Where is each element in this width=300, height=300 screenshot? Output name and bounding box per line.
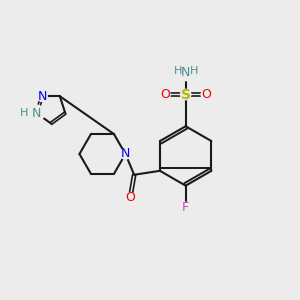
Text: H: H [20,108,28,118]
Text: O: O [125,191,135,204]
Circle shape [125,193,135,203]
Circle shape [160,89,170,100]
Circle shape [178,65,194,81]
Circle shape [29,105,44,121]
Circle shape [181,89,191,100]
Text: O: O [201,88,211,101]
Text: N: N [38,90,47,103]
Circle shape [120,149,130,159]
Text: S: S [181,88,191,101]
Circle shape [181,202,191,213]
Circle shape [201,89,211,100]
Text: O: O [160,88,170,101]
Text: H: H [174,66,182,76]
Text: N: N [32,106,41,119]
Text: H: H [189,66,198,76]
Text: F: F [182,201,189,214]
Text: N: N [181,66,190,79]
Text: N: N [121,148,130,160]
Circle shape [37,91,47,101]
